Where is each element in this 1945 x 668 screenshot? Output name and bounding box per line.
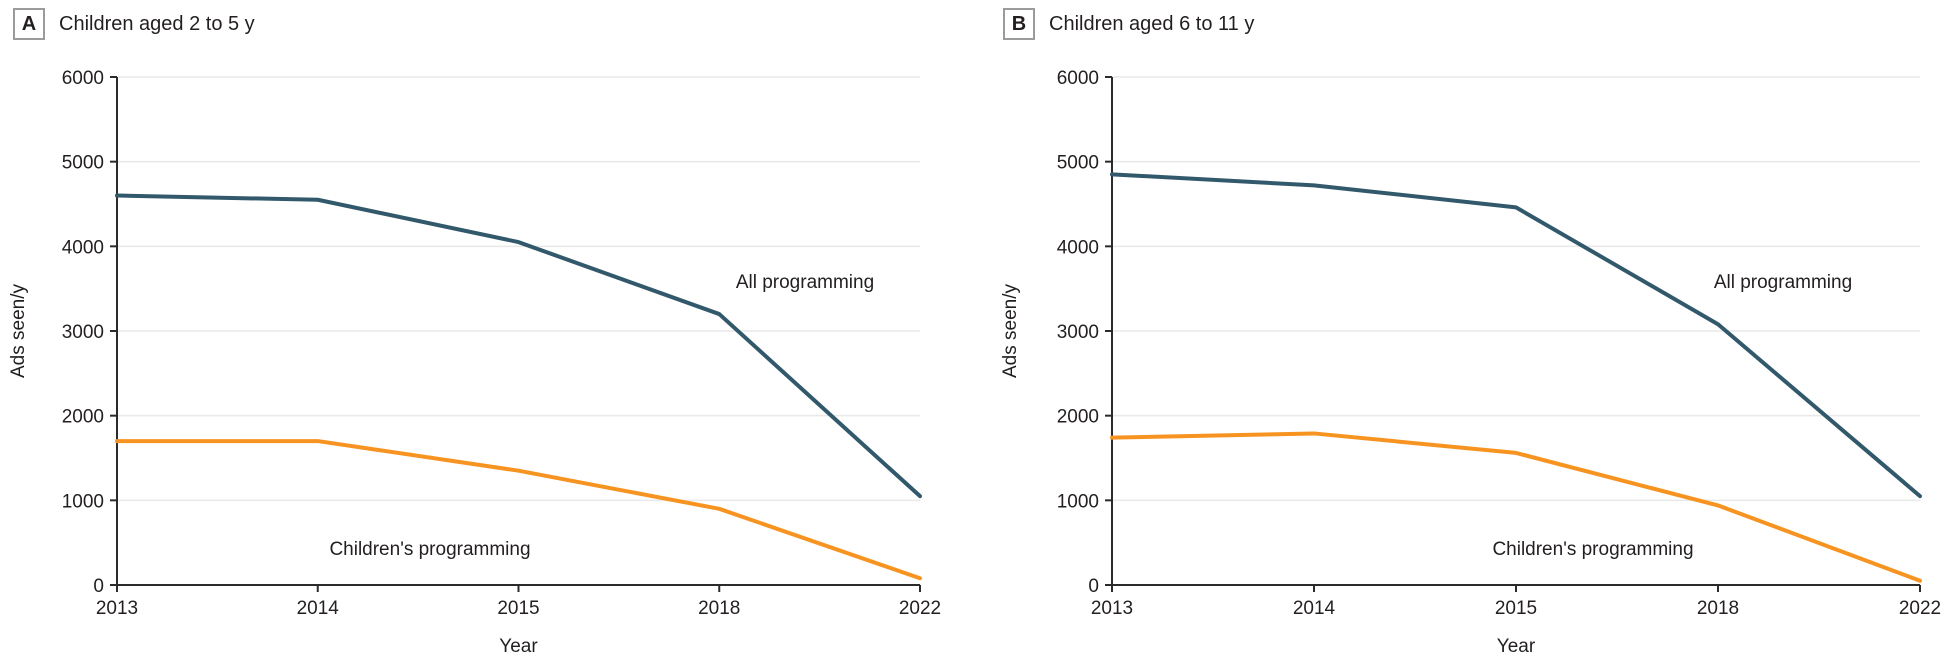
y-axis-title: Ads seen/y xyxy=(1000,284,1021,378)
x-axis-title: Year xyxy=(1497,636,1536,657)
y-tick-label-1000: 1000 xyxy=(1057,491,1099,512)
y-tick-label-3000: 3000 xyxy=(62,322,104,343)
panel-a-chart: 0 1000 2000 3000 4000 5000 6000 2013 2014 2015 201… xyxy=(8,68,941,657)
y-tick-label-0: 0 xyxy=(93,576,104,597)
panel-b-chart: 0 1000 2000 3000 4000 5000 6000 2013 2014 2015 201… xyxy=(1000,68,1941,657)
y-tick-label-4000: 4000 xyxy=(1057,237,1099,258)
x-axis-title: Year xyxy=(499,636,538,657)
panel-a-title: Children aged 2 to 5 y xyxy=(59,12,255,35)
annotation-children-s-programming: Children's programming xyxy=(1492,539,1693,560)
y-tick-label-5000: 5000 xyxy=(62,153,104,174)
y-tick-label-6000: 6000 xyxy=(1057,68,1099,89)
series-line-children-s-programming xyxy=(1110,431,1922,583)
annotation-all-programming: All programming xyxy=(736,272,874,293)
annotation-all-programming: All programming xyxy=(1714,272,1852,293)
x-tick-label-2022: 2022 xyxy=(1899,598,1941,619)
y-tick-label-0: 0 xyxy=(1088,576,1099,597)
x-tick-label-2013: 2013 xyxy=(1091,598,1133,619)
x-tick-label-2015: 2015 xyxy=(1495,598,1537,619)
y-axis-title: Ads seen/y xyxy=(8,284,29,378)
y-tick-label-2000: 2000 xyxy=(62,407,104,428)
x-tick-label-2014: 2014 xyxy=(297,598,340,619)
series-line-all-programming xyxy=(1110,172,1922,499)
panel-b-tag: B xyxy=(1003,8,1035,40)
x-tick-label-2022: 2022 xyxy=(899,598,941,619)
panel-a: A Children aged 2 to 5 y 0 1000 2000 3000 40… xyxy=(0,0,972,668)
panel-b-header: B Children aged 6 to 11 y xyxy=(1003,8,1254,40)
panel-a-tag: A xyxy=(13,8,45,40)
y-tick-label-6000: 6000 xyxy=(62,68,104,89)
y-tick-label-1000: 1000 xyxy=(62,491,104,512)
x-tick-label-2013: 2013 xyxy=(96,598,138,619)
series-line-all-programming xyxy=(115,193,922,499)
y-tick-label-4000: 4000 xyxy=(62,237,104,258)
panel-b: B Children aged 6 to 11 y 0 1000 2000 3000 4… xyxy=(992,0,1945,668)
y-tick-label-2000: 2000 xyxy=(1057,407,1099,428)
x-tick-label-2018: 2018 xyxy=(1697,598,1739,619)
panel-b-title: Children aged 6 to 11 y xyxy=(1049,12,1255,35)
y-tick-label-3000: 3000 xyxy=(1057,322,1099,343)
x-tick-label-2018: 2018 xyxy=(698,598,740,619)
series-line-children-s-programming xyxy=(115,439,922,581)
panel-a-header: A Children aged 2 to 5 y xyxy=(13,8,255,40)
x-tick-label-2015: 2015 xyxy=(497,598,539,619)
y-tick-label-5000: 5000 xyxy=(1057,153,1099,174)
annotation-children-s-programming: Children's programming xyxy=(329,539,530,560)
x-tick-label-2014: 2014 xyxy=(1293,598,1336,619)
